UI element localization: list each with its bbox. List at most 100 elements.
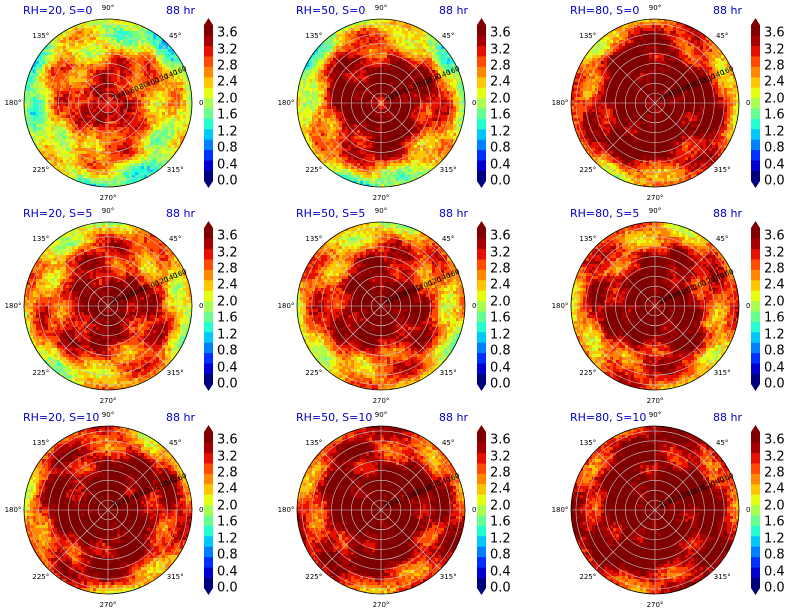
colorbar-segment — [477, 567, 486, 578]
panel-time-label: 88 hr — [439, 411, 468, 424]
colorbar-tick-label: 1.6 — [490, 515, 511, 530]
colorbar-tick-label: 0.8 — [217, 548, 238, 563]
colorbar-segment — [204, 332, 213, 343]
radial-label: 80 — [685, 81, 696, 92]
colorbar-tick-label: 2.4 — [490, 482, 511, 497]
colorbar-segment — [204, 452, 213, 464]
colorbar-extend-min — [477, 384, 486, 391]
colorbar-tick-label: 1.6 — [490, 311, 511, 326]
colorbar-tick-label: 3.6 — [217, 26, 238, 41]
colorbar-extend-min — [751, 384, 760, 391]
angle-label: 45° — [716, 32, 728, 40]
angle-label: 225° — [579, 369, 596, 377]
angle-label: 315° — [714, 166, 731, 174]
colorbar-segment — [477, 139, 486, 151]
polar-outline — [296, 425, 466, 595]
colorbar-tick-label: 3.2 — [217, 449, 238, 464]
colorbar-segment — [204, 139, 213, 151]
colorbar-tick-label: 2.0 — [490, 294, 511, 309]
colorbar-segment — [204, 363, 213, 374]
colorbar-segment — [477, 525, 486, 537]
angle-label: 0° — [472, 302, 480, 310]
colorbar-tick-label: 3.2 — [490, 42, 511, 57]
colorbar-segment — [751, 108, 760, 119]
colorbar-segment — [751, 77, 760, 88]
angle-label: 180° — [552, 302, 569, 310]
colorbar-segment — [204, 494, 213, 506]
angle-label: 315° — [440, 573, 457, 581]
colorbar-segment — [477, 473, 486, 485]
colorbar-segment — [204, 45, 213, 57]
colorbar-segment — [477, 66, 486, 78]
polar-gridlines — [297, 426, 465, 594]
colorbar-tick-label: 2.8 — [490, 262, 511, 277]
colorbar-segment — [751, 452, 760, 464]
colorbar-segment — [751, 300, 760, 312]
angle-label: 135° — [305, 439, 322, 447]
colorbar-tick-label: 3.2 — [490, 245, 511, 260]
colorbar-tick-label: 3.6 — [490, 229, 511, 244]
colorbar-segment — [751, 97, 760, 109]
colorbar-segment — [751, 269, 760, 281]
colorbar-tick-label: 3.6 — [764, 229, 785, 244]
colorbar-segment — [477, 452, 486, 464]
panel-time-label: 88 hr — [713, 207, 742, 220]
colorbar-segment — [204, 536, 213, 547]
colorbar-segment — [477, 118, 486, 130]
angle-label: 90° — [649, 207, 661, 215]
colorbar-extend-max — [751, 18, 760, 25]
colorbar-segment — [477, 352, 486, 364]
angle-label: 180° — [552, 99, 569, 107]
colorbar-segment — [751, 577, 760, 589]
colorbar-tick-label: 0.4 — [764, 360, 785, 375]
colorbar-tick-label: 0.4 — [764, 157, 785, 172]
colorbar-tick-label: 1.2 — [764, 531, 785, 546]
colorbar-segment — [477, 129, 486, 140]
colorbar-segment — [204, 97, 213, 109]
angle-label: 315° — [440, 166, 457, 174]
polar-outline — [570, 425, 740, 595]
angle-label: 0° — [746, 99, 754, 107]
colorbar-segment — [751, 504, 760, 516]
radial-label: 20 — [111, 92, 122, 103]
colorbar-segment — [477, 311, 486, 322]
polar-outline — [296, 18, 466, 188]
radial-label: 80 — [685, 488, 696, 499]
panel-title: RH=20, S=5 — [23, 207, 92, 220]
colorbar-segment — [204, 463, 213, 474]
colorbar-segment — [204, 280, 213, 291]
polar-gridlines — [571, 222, 739, 390]
angle-label: 315° — [440, 369, 457, 377]
colorbar-tick-label: 0.8 — [217, 344, 238, 359]
colorbar-segment — [477, 248, 486, 260]
radial-label: 20 — [658, 92, 669, 103]
colorbar-segment — [204, 77, 213, 88]
colorbar-segment — [204, 129, 213, 140]
radial-label: 40 — [393, 495, 404, 506]
angle-label: 135° — [579, 439, 596, 447]
polar-gridlines — [24, 19, 192, 187]
colorbar-segment — [751, 546, 760, 558]
colorbar-segment — [751, 342, 760, 354]
colorbar-segment — [751, 473, 760, 485]
colorbar-segment — [477, 342, 486, 354]
radial-label: 60 — [129, 84, 140, 95]
colorbar-segment — [751, 442, 760, 454]
colorbar-tick-label: 2.4 — [490, 278, 511, 293]
angle-label: 135° — [579, 235, 596, 243]
colorbar-tick-label: 0.0 — [764, 377, 785, 392]
colorbar-tick-label: 0.4 — [217, 564, 238, 579]
angle-label: 180° — [278, 302, 295, 310]
angle-label: 0° — [199, 302, 207, 310]
colorbar-segment — [477, 87, 486, 99]
colorbar-segment — [477, 484, 486, 495]
angle-label: 315° — [714, 369, 731, 377]
colorbar-segment — [477, 504, 486, 516]
colorbar-tick-label: 2.8 — [764, 466, 785, 481]
radial-label: 80 — [685, 284, 696, 295]
